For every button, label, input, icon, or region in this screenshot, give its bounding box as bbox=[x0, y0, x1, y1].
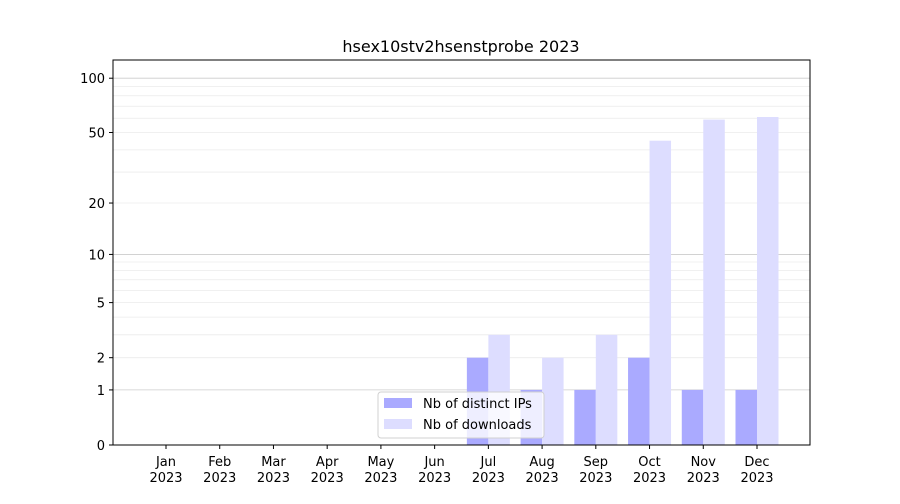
x-tick-label: 2023 bbox=[311, 471, 344, 486]
x-tick-label: Jan bbox=[155, 455, 176, 470]
x-tick-label: 2023 bbox=[526, 471, 559, 486]
bar-downloads bbox=[757, 116, 779, 446]
y-tick-label: 1 bbox=[97, 384, 105, 399]
x-tick-label: 2023 bbox=[579, 471, 612, 486]
x-tick-label: Mar bbox=[261, 455, 286, 470]
x-tick-label: 2023 bbox=[364, 471, 397, 486]
bar-downloads bbox=[703, 119, 725, 445]
x-tick-label: Jun bbox=[423, 455, 444, 470]
bar-downloads bbox=[542, 357, 564, 445]
plot-frame bbox=[112, 59, 811, 446]
bar-distinct-ips bbox=[735, 389, 757, 445]
bar-distinct-ips bbox=[681, 389, 704, 445]
bar-distinct-ips bbox=[628, 357, 650, 445]
bar-distinct-ips bbox=[574, 389, 596, 445]
legend-swatch bbox=[384, 398, 412, 408]
y-tick-label: 50 bbox=[88, 127, 105, 142]
y-tick-label: 5 bbox=[97, 297, 105, 312]
x-tick-label: 2023 bbox=[257, 471, 290, 486]
y-tick-label: 20 bbox=[88, 197, 105, 212]
y-tick-label: 100 bbox=[80, 72, 105, 87]
legend-label: Nb of distinct IPs bbox=[423, 397, 532, 412]
x-tick-label: Aug bbox=[529, 455, 554, 470]
y-tick-label: 0 bbox=[97, 439, 105, 454]
bar-downloads bbox=[649, 140, 672, 445]
x-tick-label: Nov bbox=[691, 455, 717, 470]
x-tick-label: 2023 bbox=[203, 471, 236, 486]
x-tick-label: Oct bbox=[638, 455, 660, 470]
bar-downloads bbox=[595, 334, 618, 445]
x-tick-label: 2023 bbox=[687, 471, 720, 486]
x-tick-label: 2023 bbox=[633, 471, 666, 486]
x-tick-label: 2023 bbox=[149, 471, 182, 486]
x-tick-label: 2023 bbox=[740, 471, 773, 486]
x-tick-label: May bbox=[367, 455, 394, 470]
x-tick-label: Dec bbox=[744, 455, 769, 470]
legend-label: Nb of downloads bbox=[423, 418, 532, 433]
x-tick-label: Sep bbox=[584, 455, 609, 470]
x-tick-label: Feb bbox=[208, 455, 231, 470]
x-tick-label: 2023 bbox=[472, 471, 505, 486]
chart-title: hsex10stv2hsenstprobe 2023 bbox=[342, 37, 579, 56]
y-tick-label: 2 bbox=[97, 352, 105, 367]
legend-swatch bbox=[384, 419, 412, 429]
x-tick-label: 2023 bbox=[418, 471, 451, 486]
legend-box bbox=[377, 391, 545, 439]
y-tick-label: 10 bbox=[88, 248, 105, 263]
x-tick-label: Jul bbox=[480, 455, 497, 470]
x-tick-label: Apr bbox=[316, 455, 339, 470]
